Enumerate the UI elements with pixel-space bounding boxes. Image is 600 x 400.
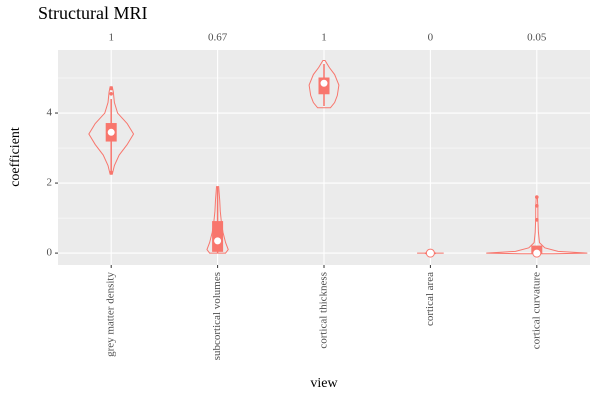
- y-tick-label: 2: [47, 177, 53, 189]
- mean-point: [319, 78, 329, 88]
- y-tick-label: 4: [47, 107, 53, 119]
- mean-point: [106, 127, 116, 137]
- annotation: 1: [108, 32, 114, 44]
- outlier: [535, 204, 539, 208]
- violin: [206, 186, 229, 254]
- x-tick-label: cortical area: [424, 272, 436, 326]
- outlier: [109, 170, 113, 175]
- annotation: 0: [428, 32, 434, 44]
- x-tick-label: subcortical volumes: [211, 272, 223, 360]
- x-axis-title: view: [310, 376, 338, 391]
- chart-title: Structural MRI: [38, 3, 148, 23]
- violin: [308, 60, 340, 109]
- y-axis-title: coefficient: [8, 127, 23, 187]
- outlier: [535, 218, 539, 222]
- annotation: 0.05: [527, 32, 547, 44]
- x-tick-label: grey matter density: [105, 272, 117, 357]
- outlier: [109, 86, 113, 91]
- y-tick-label: 0: [47, 247, 53, 259]
- x-tick-label: cortical thickness: [318, 272, 330, 349]
- violin: [88, 86, 135, 175]
- annotation: 1: [321, 32, 327, 44]
- mean-point: [213, 236, 223, 246]
- outlier: [109, 91, 113, 96]
- outlier: [535, 195, 539, 199]
- x-tick-label: cortical curvature: [530, 272, 542, 349]
- annotation: 0.67: [208, 32, 228, 44]
- mean-point: [425, 248, 435, 258]
- mean-point: [532, 248, 542, 258]
